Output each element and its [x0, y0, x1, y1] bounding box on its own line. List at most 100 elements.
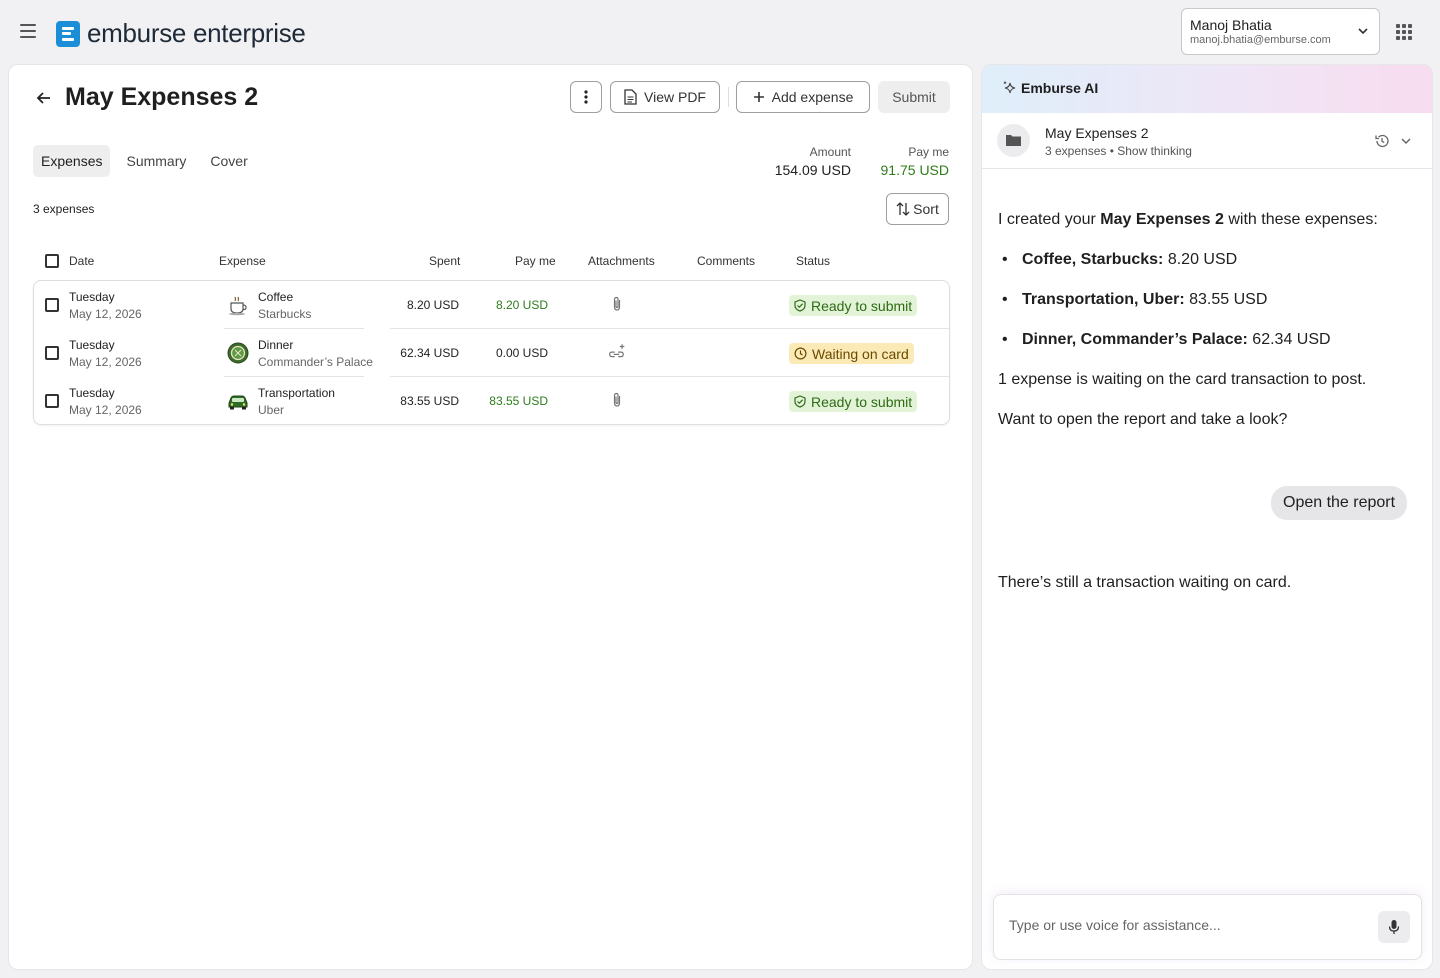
row-divider: [224, 376, 364, 377]
folder-icon: [997, 124, 1030, 157]
column-expense[interactable]: Expense: [219, 254, 266, 268]
ai-title: Emburse AI: [1002, 80, 1098, 96]
table-row[interactable]: Tuesday May 12, 2026 Dinner Commander’s …: [34, 329, 949, 377]
sort-label: Sort: [913, 201, 939, 217]
expense-day: Tuesday: [69, 290, 115, 304]
ai-message-pending: 1 expense is waiting on the card transac…: [998, 371, 1367, 388]
dinner-plate-icon: [227, 342, 249, 364]
toolbar-divider: [728, 87, 729, 107]
expense-table: Tuesday May 12, 2026 Coffee Starbucks 8.…: [33, 280, 950, 425]
amount-total: 154.09 USD: [774, 162, 851, 178]
sparkle-icon: [1003, 81, 1016, 94]
shield-check-icon: [794, 299, 806, 312]
row-divider: [390, 328, 949, 329]
view-pdf-label: View PDF: [644, 89, 706, 105]
column-attachments[interactable]: Attachments: [588, 254, 655, 268]
user-menu[interactable]: Manoj Bhatia manoj.bhatia@emburse.com: [1181, 8, 1380, 55]
tab-cover[interactable]: Cover: [210, 153, 248, 169]
payme-total: 91.75 USD: [880, 162, 949, 178]
table-row[interactable]: Tuesday May 12, 2026 Coffee Starbucks 8.…: [34, 281, 949, 329]
car-icon: [228, 395, 248, 410]
more-vertical-icon: [584, 90, 588, 104]
submit-button[interactable]: Submit: [878, 81, 950, 113]
shield-check-icon: [794, 395, 806, 408]
select-all-checkbox[interactable]: [45, 254, 59, 268]
payme-amount: 0.00 USD: [495, 346, 548, 360]
column-date[interactable]: Date: [69, 254, 95, 268]
tab-expenses[interactable]: Expenses: [33, 145, 111, 177]
link-add-icon[interactable]: [607, 342, 627, 360]
bullet-value: 8.20 USD: [1163, 251, 1238, 268]
microphone-button[interactable]: [1378, 911, 1410, 943]
user-name: Manoj Bhatia: [1190, 17, 1272, 33]
row-divider: [390, 376, 949, 377]
expense-date: May 12, 2026: [69, 355, 142, 369]
report-panel: May Expenses 2 View PDF Add expense Subm…: [8, 64, 973, 970]
column-payme[interactable]: Pay me: [515, 254, 556, 268]
report-tabs: Expenses Summary Cover: [33, 145, 264, 177]
column-status[interactable]: Status: [796, 254, 831, 268]
chevron-down-icon: [1358, 28, 1368, 35]
conversation-subtitle[interactable]: 3 expenses • Show thinking: [1045, 144, 1192, 158]
payme-amount: 8.20 USD: [495, 298, 548, 312]
payme-amount: 83.55 USD: [489, 394, 548, 408]
list-item: Dinner, Commander’s Palace: 62.34 USD: [1002, 331, 1331, 349]
microphone-icon: [1388, 920, 1400, 934]
user-message-bubble: Open the report: [1271, 486, 1408, 520]
column-spent[interactable]: Spent: [429, 254, 461, 268]
logo[interactable]: emburse enterprise: [56, 18, 306, 49]
apps-grid-icon[interactable]: [1396, 24, 1412, 40]
intro-text: I created your: [998, 211, 1101, 228]
bullet-value: 62.34 USD: [1247, 331, 1331, 348]
bullet-label: Transportation, Uber:: [1022, 291, 1185, 308]
table-row[interactable]: Tuesday May 12, 2026 Transportation Uber…: [34, 377, 949, 425]
view-pdf-button[interactable]: View PDF: [610, 81, 720, 113]
expense-category: Dinner: [258, 338, 294, 352]
sort-button[interactable]: Sort: [886, 193, 949, 225]
expense-merchant: Uber: [258, 403, 285, 417]
spent-amount: 83.55 USD: [400, 394, 459, 408]
paperclip-icon[interactable]: [609, 392, 625, 408]
chat-input[interactable]: [1009, 917, 1349, 933]
row-checkbox[interactable]: [45, 298, 59, 312]
expense-merchant: Starbucks: [258, 307, 312, 321]
row-checkbox[interactable]: [45, 346, 59, 360]
add-expense-label: Add expense: [771, 89, 854, 105]
page-title: May Expenses 2: [65, 83, 259, 111]
column-comments[interactable]: Comments: [697, 254, 756, 268]
intro-report-name: May Expenses 2: [1100, 211, 1224, 228]
sort-icon: [896, 202, 910, 216]
history-icon[interactable]: [1374, 133, 1390, 149]
brand-name: emburse enterprise: [87, 18, 306, 48]
conversation-header[interactable]: May Expenses 2 3 expenses • Show thinkin…: [982, 113, 1432, 169]
expense-day: Tuesday: [69, 338, 115, 352]
hamburger-menu-icon[interactable]: [20, 24, 36, 38]
emburse-logo-icon: [56, 20, 80, 47]
expense-count: 3 expenses: [33, 202, 95, 216]
document-icon: [624, 89, 637, 105]
ai-header: Emburse AI: [982, 65, 1432, 113]
spent-amount: 62.34 USD: [400, 346, 459, 360]
row-checkbox[interactable]: [45, 394, 59, 408]
conversation-title: May Expenses 2: [1045, 125, 1149, 141]
top-bar: emburse enterprise Manoj Bhatia manoj.bh…: [0, 0, 1440, 64]
ai-message-intro: I created your May Expenses 2 with these…: [998, 211, 1378, 229]
status-label: Ready to submit: [811, 393, 913, 410]
status-label: Waiting on card: [812, 345, 909, 362]
amount-label: Amount: [809, 145, 851, 159]
status-badge: Ready to submit: [789, 391, 918, 412]
expense-category: Transportation: [258, 386, 335, 400]
ai-title-label: Emburse AI: [1021, 80, 1099, 96]
clock-icon: [794, 347, 807, 360]
add-expense-button[interactable]: Add expense: [736, 81, 870, 113]
back-arrow-icon[interactable]: [35, 89, 53, 107]
expense-date: May 12, 2026: [69, 307, 142, 321]
plus-icon: [753, 92, 764, 102]
paperclip-icon[interactable]: [609, 296, 625, 312]
status-label: Ready to submit: [811, 297, 913, 314]
chevron-down-icon[interactable]: [1400, 135, 1412, 147]
expense-merchant: Commander’s Palace: [258, 355, 373, 369]
chat-input-box: [993, 894, 1422, 960]
more-options-button[interactable]: [570, 81, 602, 113]
tab-summary[interactable]: Summary: [126, 153, 187, 169]
